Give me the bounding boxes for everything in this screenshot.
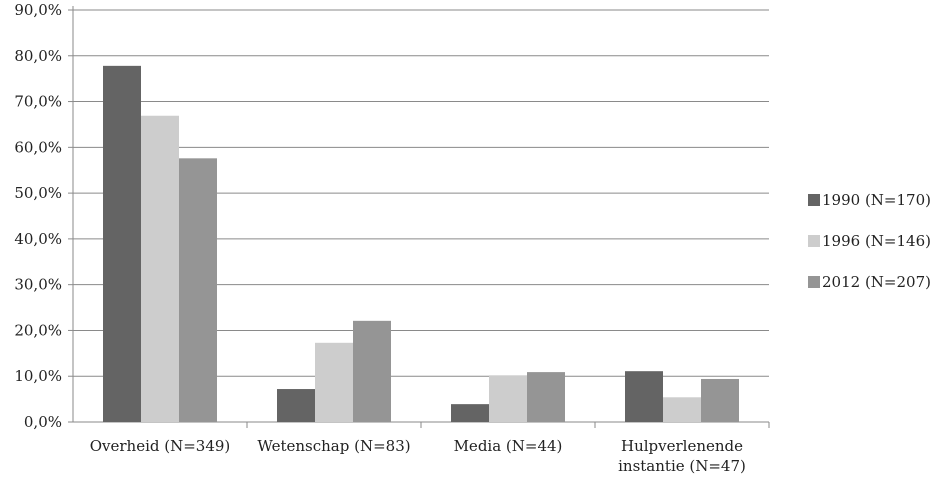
legend-swatch <box>808 194 820 206</box>
bar <box>141 115 179 422</box>
y-tick-label: 10,0% <box>14 367 62 385</box>
bar <box>315 342 353 422</box>
y-tick-label: 70,0% <box>14 93 62 111</box>
y-tick-label: 60,0% <box>14 138 62 156</box>
bar <box>701 378 739 422</box>
bar <box>103 65 141 423</box>
legend-label: 2012 (N=207) <box>822 273 931 291</box>
legend-label: 1996 (N=146) <box>822 232 931 250</box>
y-tick-label: 0,0% <box>24 413 62 431</box>
y-tick-label: 30,0% <box>14 276 62 294</box>
bar <box>663 397 701 422</box>
y-tick-label: 40,0% <box>14 230 62 248</box>
bar <box>353 320 391 422</box>
legend-swatch <box>808 276 820 288</box>
bar <box>625 371 663 422</box>
y-tick-label: 20,0% <box>14 321 62 339</box>
y-tick-label: 50,0% <box>14 184 62 202</box>
y-tick-label: 80,0% <box>14 47 62 65</box>
y-tick-label: 90,0% <box>14 1 62 19</box>
legend-swatch <box>808 235 820 247</box>
bar <box>489 375 527 422</box>
bar <box>179 158 217 422</box>
x-category-label: Media (N=44) <box>454 437 563 455</box>
legend-label: 1990 (N=170) <box>822 191 931 209</box>
x-category-label: Hulpverlenende instantie (N=47) <box>618 437 746 475</box>
bar <box>277 389 315 422</box>
bar <box>527 372 565 422</box>
x-category-label: Wetenschap (N=83) <box>257 437 410 455</box>
x-category-label: Overheid (N=349) <box>90 437 231 455</box>
bar <box>451 404 489 422</box>
